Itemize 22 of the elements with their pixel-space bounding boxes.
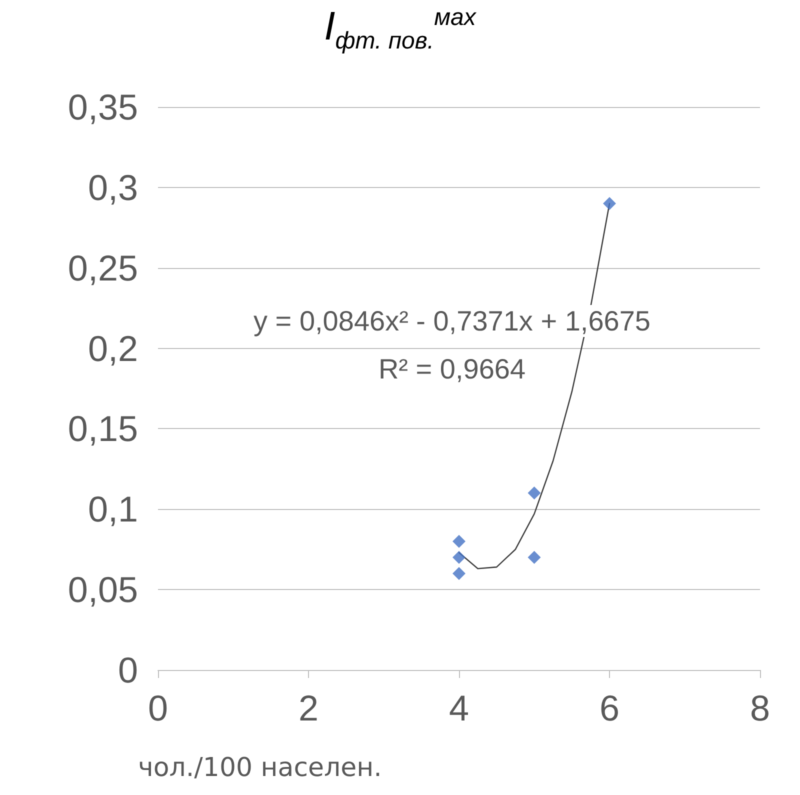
y-tick-label: 0,05 [68, 569, 138, 610]
y-tick-label: 0,25 [68, 247, 138, 288]
point [603, 197, 616, 210]
annotation: y = 0,0846x² - 0,7371x + 1,6675 [254, 306, 650, 336]
y-tick-label: 0,2 [88, 328, 138, 369]
point [452, 550, 466, 564]
y-tick-label: 0,1 [88, 488, 138, 530]
point [452, 534, 466, 548]
y-tick-label: 0 [118, 650, 138, 690]
y-tick-label: 0,3 [88, 166, 138, 208]
point [528, 486, 541, 500]
point [528, 550, 541, 564]
point [452, 566, 466, 580]
annotation: R² = 0,9664 [378, 354, 526, 384]
x-tick-label: 6 [599, 688, 620, 728]
x-tick-label: 0 [148, 688, 168, 728]
x-tick-label: 2 [298, 688, 319, 728]
y-tick-label: 0,15 [68, 408, 138, 450]
x-axis-title: чол./100 населен. [138, 753, 382, 783]
x-tick-label: 8 [750, 688, 770, 728]
y-tick-label: 0,35 [68, 86, 138, 128]
x-tick-label: 4 [448, 688, 470, 728]
